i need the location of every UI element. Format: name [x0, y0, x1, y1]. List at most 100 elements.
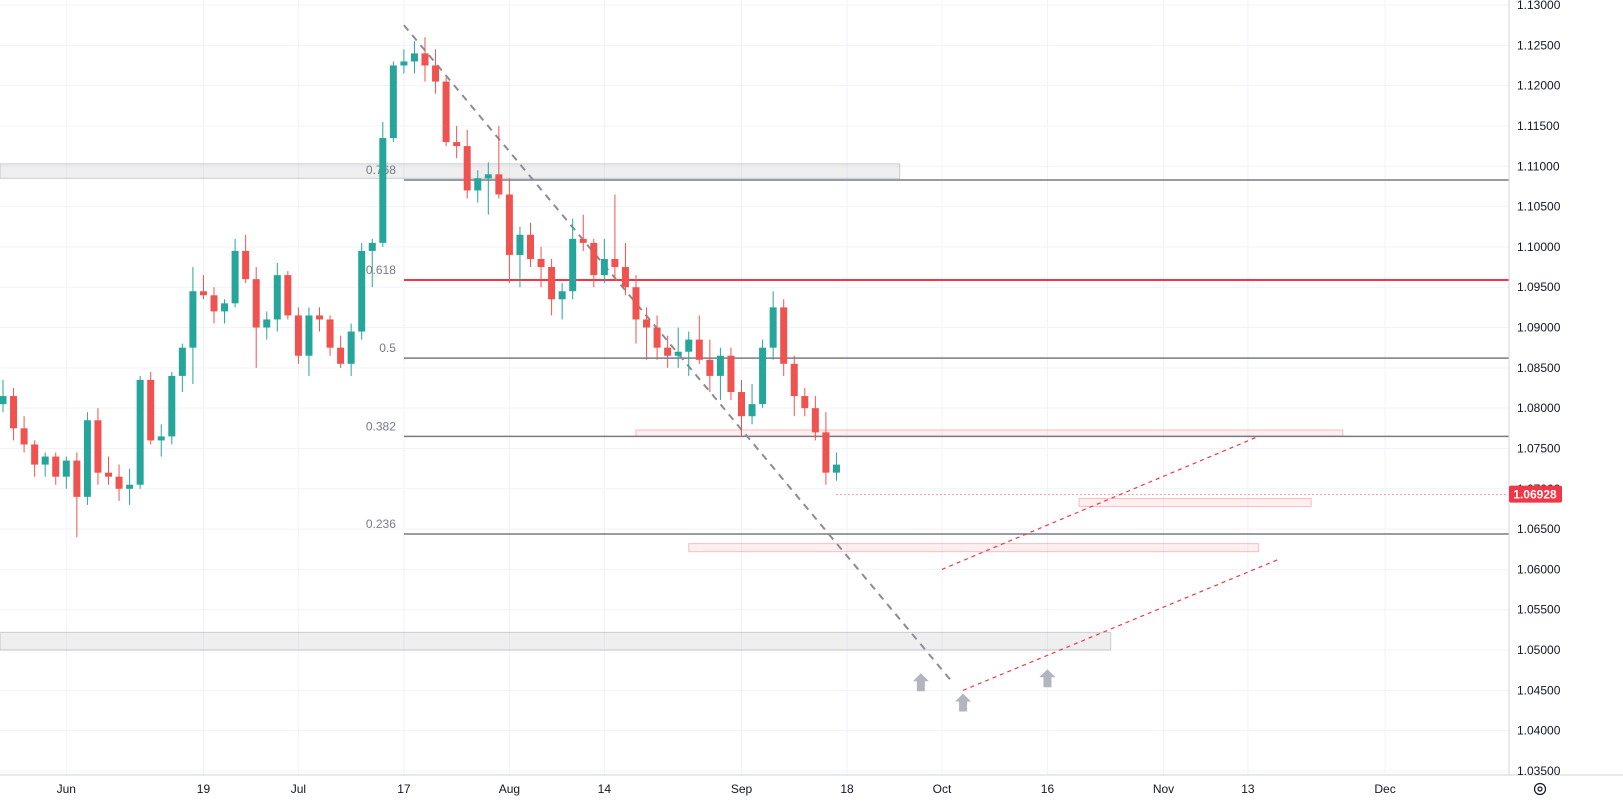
candle-body [706, 359, 714, 376]
price-tick-label: 1.10500 [1517, 200, 1561, 214]
candle-body [0, 396, 7, 405]
candle [548, 258, 556, 316]
candle-body [548, 267, 556, 300]
candle-body [10, 396, 18, 429]
zone-1077 [635, 429, 1344, 437]
candle [62, 456, 70, 489]
time-tick-label: Sep [731, 782, 753, 796]
candle [759, 339, 767, 409]
candle-body [695, 339, 703, 360]
candle-body [252, 279, 260, 328]
candle-body [801, 396, 809, 409]
candle [442, 77, 450, 147]
up-arrow-icon [1039, 669, 1056, 688]
last-price-tag: 1.06928 [1509, 485, 1562, 503]
candle-body [294, 315, 302, 356]
candle [337, 335, 345, 368]
candles [0, 37, 840, 538]
zone-1050 [0, 631, 1112, 651]
candle-body [337, 347, 345, 364]
fib-label-0-236: 0.236 [366, 517, 396, 531]
candle-body [379, 138, 387, 243]
candle-body [41, 456, 49, 465]
candle-body [537, 258, 545, 268]
candle-body [527, 234, 534, 259]
candle-body [115, 476, 123, 489]
candle [822, 412, 830, 485]
candle [410, 41, 418, 74]
candle [252, 267, 260, 368]
candle-body [484, 174, 492, 179]
candle-body [410, 53, 418, 62]
candle [31, 440, 39, 477]
fib-label-0-5: 0.5 [379, 341, 396, 355]
channel-lower [962, 558, 1280, 691]
candle [115, 464, 123, 501]
candle [453, 125, 461, 159]
candle [10, 388, 18, 441]
candle-body [653, 327, 661, 348]
candle-body [221, 303, 229, 312]
price-tick-label: 1.08000 [1517, 401, 1561, 415]
candle [738, 379, 745, 437]
price-tick-label: 1.11500 [1517, 119, 1560, 133]
candle [316, 307, 323, 332]
candle [463, 129, 471, 199]
candle [73, 452, 81, 538]
candle [52, 452, 60, 485]
candle-body [389, 65, 397, 139]
candle-body [674, 351, 682, 356]
candle-body [210, 295, 218, 312]
time-tick-label: Oct [933, 782, 952, 796]
fib-label-0-618: 0.618 [366, 263, 396, 277]
candle [801, 388, 809, 417]
candle-body [579, 238, 587, 243]
candle [210, 287, 218, 324]
candle [83, 412, 91, 505]
candle-body [432, 65, 440, 82]
candle-body [759, 347, 767, 405]
settings-gear-icon[interactable] [1533, 782, 1547, 796]
candle [358, 242, 366, 340]
candle [674, 327, 682, 368]
candle-body [347, 331, 355, 364]
candle-body [611, 258, 619, 268]
candle [600, 238, 608, 284]
price-tick-label: 1.09000 [1517, 321, 1561, 335]
candle [695, 315, 703, 364]
candle [189, 267, 197, 384]
candle-body [62, 460, 70, 477]
candle [294, 307, 302, 364]
candle-body [199, 291, 207, 296]
candle [505, 178, 513, 284]
zone-1063 [688, 543, 1259, 553]
candle-body [157, 436, 165, 441]
candle-body [20, 428, 28, 445]
candle-body [73, 460, 81, 497]
candle [199, 275, 207, 300]
price-tick-label: 1.07500 [1517, 441, 1561, 455]
candle-body [727, 355, 735, 393]
candle [495, 125, 503, 199]
candle [474, 170, 482, 203]
candle-body [822, 432, 830, 473]
candle [421, 37, 429, 82]
candle [516, 226, 524, 288]
candle-body [716, 355, 724, 376]
candle [769, 291, 777, 360]
candle [727, 347, 735, 401]
time-tick-label: 17 [397, 782, 411, 796]
candle-body [242, 250, 250, 280]
candle [706, 339, 714, 393]
candle [537, 246, 545, 288]
price-tick-label: 1.04000 [1517, 724, 1561, 738]
candle [379, 121, 387, 247]
candle [94, 408, 102, 485]
candle-body [400, 61, 408, 66]
candle-body [316, 315, 323, 320]
candle-body [189, 291, 197, 348]
